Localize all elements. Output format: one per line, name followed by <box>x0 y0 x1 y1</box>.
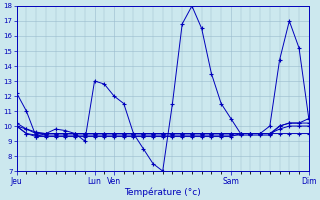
X-axis label: Température (°c): Température (°c) <box>124 187 201 197</box>
